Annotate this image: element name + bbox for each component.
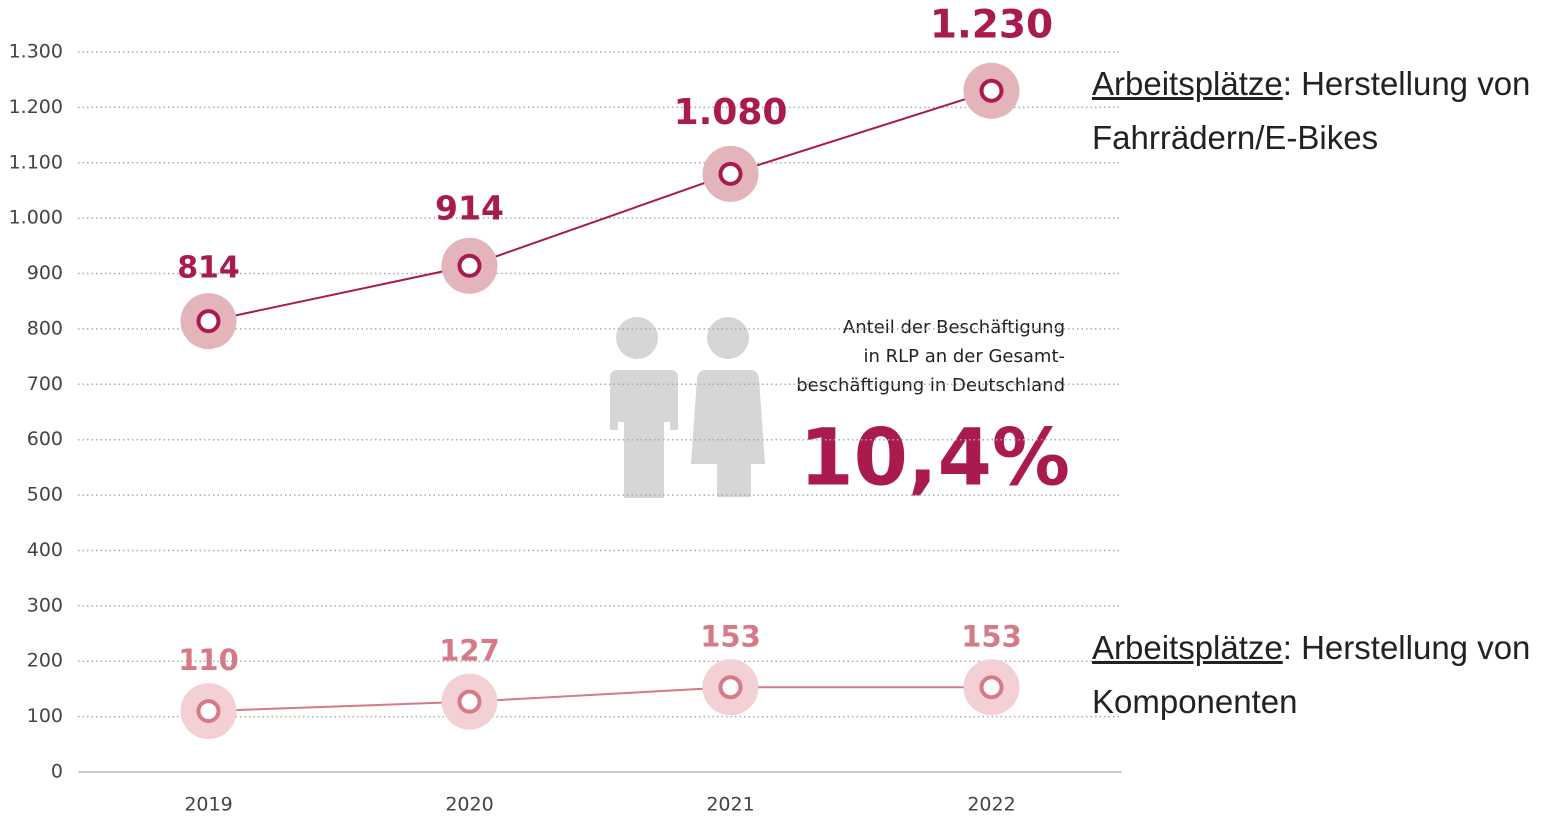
point [457, 253, 482, 278]
x-tick-label: 2020 [445, 794, 493, 816]
y-tick-label: 1.200 [9, 96, 63, 118]
point [979, 675, 1004, 700]
line [208, 686, 992, 713]
data-label: 1.230 [930, 2, 1053, 47]
y-tick-label: 200 [27, 650, 63, 672]
point [196, 699, 221, 724]
people-icon [610, 317, 765, 498]
y-tick-label: 1.100 [9, 151, 63, 173]
y-tick-label: 1.000 [9, 207, 63, 229]
legend-entry: Arbeitsplätze: Herstellung von Fahrräder… [1092, 65, 1531, 156]
annotation-highlight: 10,4% [799, 413, 1070, 503]
data-label: 110 [178, 643, 239, 677]
line [208, 89, 992, 323]
y-tick-label: 400 [27, 539, 63, 561]
x-tick-label: 2022 [967, 794, 1015, 816]
data-label: 814 [177, 251, 240, 286]
y-tick-label: 300 [27, 594, 63, 616]
point [718, 161, 743, 186]
data-label: 153 [700, 619, 761, 653]
data-label: 1.080 [674, 92, 788, 133]
annotation-line: Anteil der Beschäftigung [843, 317, 1065, 338]
y-tick-label: 500 [27, 484, 63, 506]
legend-entry: Arbeitsplätze: Herstellung von Komponent… [1092, 629, 1531, 720]
annotation-line: in RLP an der Gesamt- [863, 346, 1065, 367]
y-tick-label: 100 [27, 705, 63, 727]
point [196, 309, 221, 334]
y-tick-label: 800 [27, 317, 63, 339]
data-label: 127 [439, 634, 500, 668]
y-tick-label: 1.300 [9, 41, 63, 63]
y-tick-label: 900 [27, 262, 63, 284]
y-tick-label: 0 [51, 761, 63, 783]
data-label: 153 [961, 619, 1022, 653]
point [979, 78, 1004, 103]
annotation-line: beschäftigung in Deutschland [796, 375, 1065, 396]
y-tick-label: 700 [27, 373, 63, 395]
point [718, 675, 743, 700]
x-tick-label: 2021 [706, 794, 754, 816]
data-label: 914 [435, 188, 504, 227]
point [457, 689, 482, 714]
y-tick-label: 600 [27, 428, 63, 450]
x-tick-label: 2019 [184, 794, 232, 816]
